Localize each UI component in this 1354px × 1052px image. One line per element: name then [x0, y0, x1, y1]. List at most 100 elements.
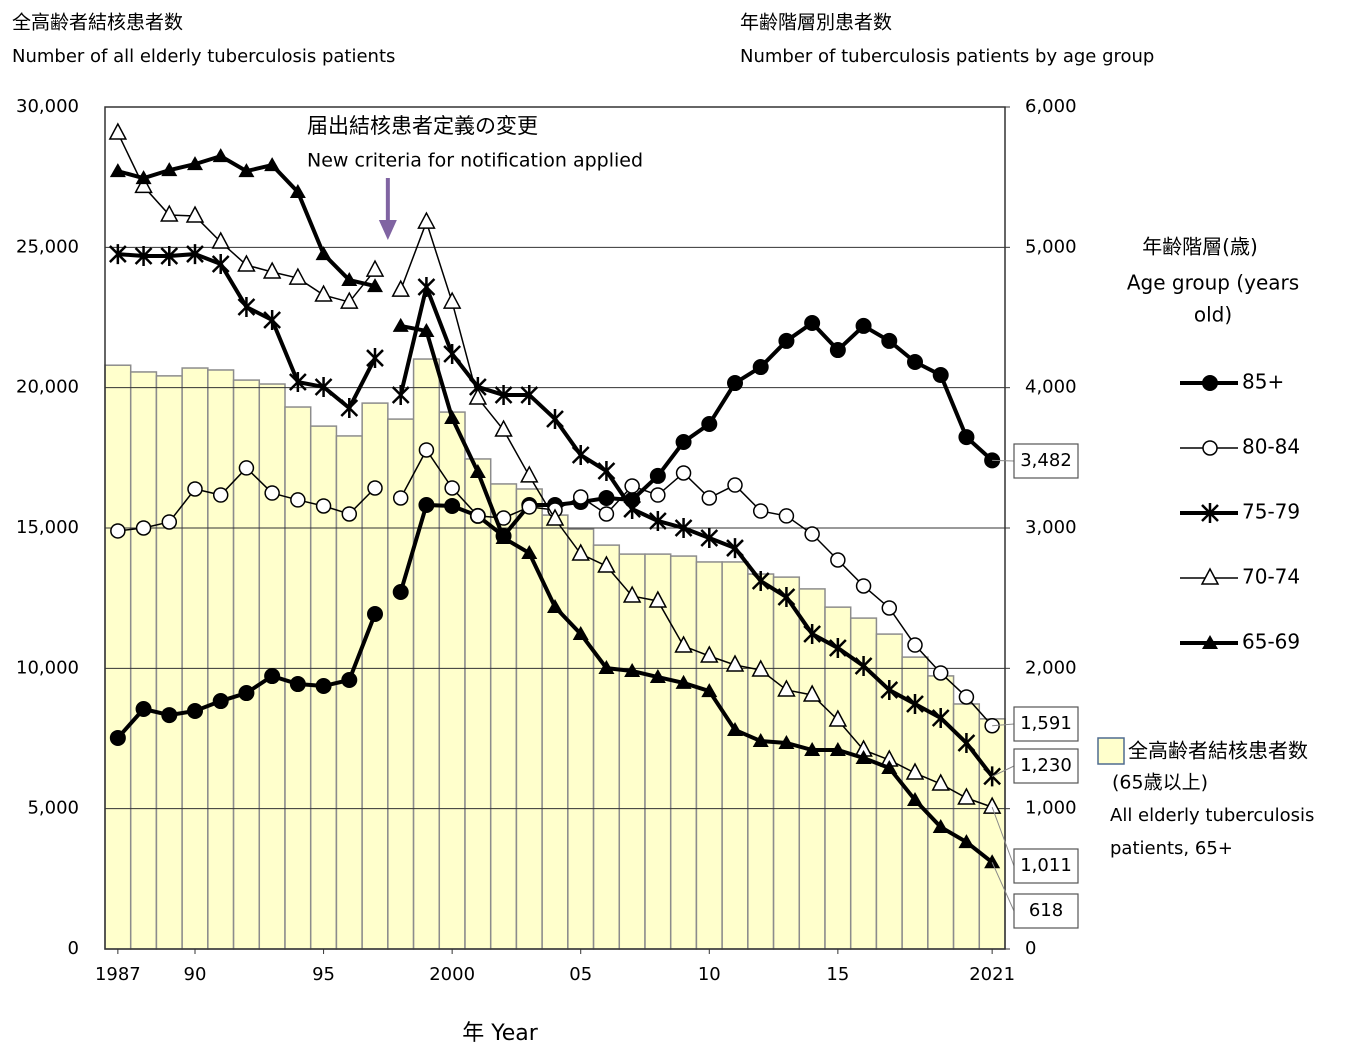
marker: [417, 211, 436, 229]
bar: [721, 561, 749, 950]
marker: [855, 578, 872, 594]
bar: [567, 528, 595, 950]
legend-label: 75-79: [1242, 500, 1300, 524]
marker: [649, 669, 666, 684]
x-tick-label: 15: [826, 964, 849, 985]
marker: [907, 637, 923, 653]
bar: [104, 364, 132, 950]
marker: [211, 254, 230, 275]
bar: [489, 483, 518, 950]
marker: [907, 353, 923, 370]
legend-label: 80-84: [1242, 435, 1300, 459]
marker: [802, 684, 822, 702]
marker: [367, 480, 383, 496]
bar: [669, 555, 698, 950]
bar: [181, 367, 209, 950]
legend-label-en: All elderly tuberculosis: [1110, 805, 1314, 826]
marker: [727, 477, 743, 493]
marker: [545, 508, 565, 526]
marker: [777, 587, 796, 608]
y-tick-label: 25,000: [16, 236, 79, 257]
x-tick-label: 2021: [969, 964, 1015, 985]
marker: [367, 278, 383, 293]
marker: [622, 585, 642, 603]
y-tick-label: 30,000: [16, 96, 79, 117]
annotation-text-en: New criteria for notification applied: [307, 150, 643, 172]
marker: [700, 645, 719, 663]
x-axis-label: 年 Year: [462, 1021, 539, 1046]
bar: [387, 418, 415, 950]
marker: [135, 701, 152, 718]
end-label: 1,011: [1020, 855, 1072, 876]
marker: [880, 679, 899, 700]
marker: [161, 514, 178, 530]
marker: [187, 481, 203, 497]
marker: [932, 819, 949, 834]
end-label: 1,230: [1020, 755, 1072, 776]
marker: [546, 408, 564, 429]
legend-title-en: old): [1194, 303, 1232, 327]
bar: [695, 561, 723, 950]
marker: [418, 322, 435, 337]
bar: [824, 606, 852, 950]
marker: [932, 367, 949, 384]
marker: [263, 310, 282, 331]
y2-tick-label: 5,000: [1025, 236, 1077, 257]
marker: [494, 384, 513, 405]
marker: [804, 314, 821, 331]
marker: [444, 497, 461, 514]
marker: [855, 750, 872, 765]
marker: [341, 671, 358, 688]
marker: [392, 317, 409, 332]
marker: [571, 543, 590, 561]
marker: [829, 742, 846, 757]
marker: [752, 359, 769, 376]
marker: [777, 679, 796, 697]
marker: [237, 296, 256, 317]
marker: [108, 122, 128, 140]
marker: [598, 660, 615, 675]
marker: [418, 496, 435, 513]
bar: [155, 375, 183, 950]
marker: [854, 655, 873, 676]
marker: [751, 571, 770, 592]
marker: [264, 485, 280, 501]
marker: [958, 689, 975, 705]
marker: [675, 674, 692, 689]
marker: [778, 332, 795, 349]
y2-tick-label: 0: [1025, 938, 1036, 959]
marker: [597, 461, 616, 482]
marker: [521, 499, 538, 515]
marker: [187, 156, 203, 171]
marker: [520, 384, 539, 405]
marker: [340, 291, 359, 309]
marker: [803, 623, 822, 644]
marker: [340, 398, 359, 419]
marker: [571, 445, 590, 466]
end-label: 1,591: [1020, 713, 1072, 734]
marker: [727, 375, 743, 392]
marker: [288, 372, 307, 393]
marker: [418, 442, 435, 458]
title-left: 全高齢者結核患者数: [12, 12, 183, 34]
legend-title: 年齢階層(歳): [1142, 235, 1258, 259]
end-label-connector: [992, 459, 1015, 462]
bar: [978, 718, 1006, 950]
end-label-box: [1013, 748, 1079, 784]
bar: [258, 383, 286, 950]
marker: [701, 683, 718, 698]
end-label: 618: [1029, 900, 1063, 921]
marker: [367, 606, 383, 623]
marker: [675, 465, 692, 481]
marker: [726, 538, 744, 559]
bar: [618, 553, 646, 950]
marker: [494, 419, 513, 437]
marker: [752, 733, 769, 748]
marker: [417, 277, 436, 298]
legend-label: 85+: [1242, 370, 1284, 394]
end-label-box: [1013, 706, 1079, 742]
y-tick-label: 10,000: [16, 657, 79, 678]
marker: [624, 662, 641, 677]
bar: [644, 553, 672, 950]
